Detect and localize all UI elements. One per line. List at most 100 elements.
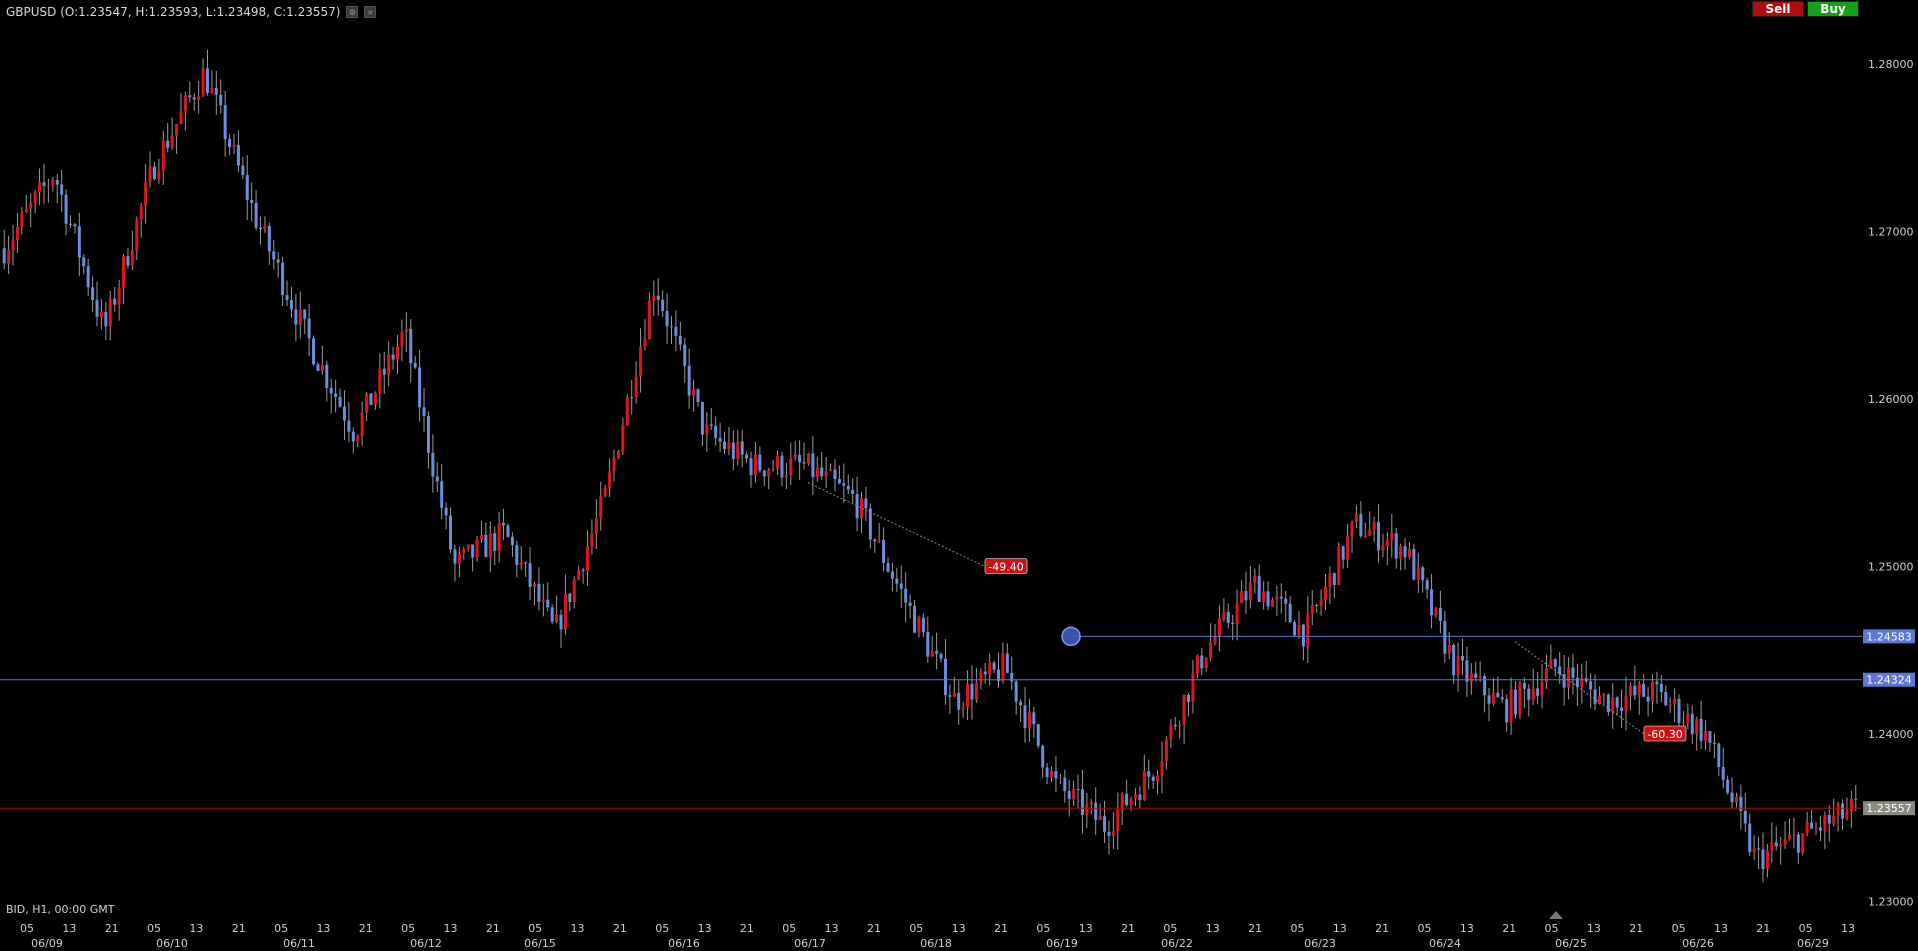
candle-body <box>1770 842 1774 851</box>
candle-body <box>1788 834 1792 840</box>
candle-body <box>921 617 925 632</box>
candle-body <box>798 454 802 463</box>
time-axis-date: 06/12 <box>410 937 442 950</box>
time-axis-date: 06/16 <box>668 937 700 950</box>
candle-body <box>1810 822 1814 829</box>
candle-body <box>1620 707 1624 712</box>
candle-body <box>515 545 519 565</box>
candle-body <box>1593 689 1597 704</box>
candle-body <box>1774 842 1778 847</box>
candle-body <box>263 225 267 230</box>
close-icon[interactable]: × <box>364 6 377 18</box>
candle-body <box>1527 688 1531 700</box>
candle-body <box>1399 546 1403 559</box>
candle-body <box>886 562 890 572</box>
candle-body <box>1332 573 1336 586</box>
candle-body <box>241 165 245 175</box>
candle-body <box>228 139 232 148</box>
sell-button[interactable]: Sell <box>1752 1 1804 17</box>
candle-body <box>1191 673 1195 702</box>
candle-body <box>1655 681 1659 685</box>
candle-body <box>1222 612 1226 619</box>
candle-body <box>1341 546 1345 560</box>
time-axis-hour: 21 <box>1756 922 1770 935</box>
candle-body <box>479 535 483 540</box>
candle-body <box>55 180 59 185</box>
candle-body <box>665 310 669 327</box>
time-axis-hour: 13 <box>1587 922 1601 935</box>
candle-body <box>365 393 369 413</box>
candle-body <box>661 299 665 311</box>
candle-body <box>1673 699 1677 705</box>
candle-body <box>130 250 134 266</box>
candle-body <box>1147 771 1151 777</box>
candle-body <box>307 318 311 339</box>
candle-body <box>347 420 351 432</box>
time-axis-hour: 21 <box>994 922 1008 935</box>
candle-body <box>175 123 179 136</box>
candle-body <box>1284 598 1288 604</box>
candle-body <box>1151 776 1155 781</box>
candle-body <box>466 544 470 549</box>
time-axis-hour: 05 <box>782 922 796 935</box>
candle-body <box>970 683 974 700</box>
candle-body <box>1107 831 1111 836</box>
candle-body <box>1390 533 1394 541</box>
time-axis-hour: 13 <box>1079 922 1093 935</box>
candle-body <box>780 455 784 478</box>
trend-measure-line[interactable] <box>807 482 986 567</box>
candle-body <box>77 226 81 258</box>
candle-body <box>457 553 461 564</box>
candle-body <box>1783 839 1787 845</box>
time-axis-date: 06/09 <box>31 937 63 950</box>
candle-body <box>320 364 324 371</box>
candle-body <box>1023 705 1027 729</box>
line-drag-handle[interactable] <box>1061 626 1081 647</box>
settings-icon[interactable]: ⚙ <box>346 6 359 18</box>
candle-body <box>1659 684 1663 692</box>
candle-body <box>210 88 214 93</box>
candle-body <box>1173 724 1177 727</box>
candle-body <box>630 397 634 399</box>
candle-body <box>444 507 448 516</box>
candle-body <box>1589 681 1593 690</box>
candle-body <box>1478 676 1482 678</box>
candle-body <box>1063 777 1067 791</box>
candle-body <box>139 205 143 220</box>
candle-body <box>387 354 391 375</box>
time-marker-icon[interactable] <box>1549 911 1563 919</box>
candle-body <box>1743 810 1747 824</box>
candle-body <box>1575 677 1579 688</box>
candle-body <box>91 287 95 300</box>
candle-body <box>983 671 987 675</box>
time-axis-hour: 05 <box>1545 922 1559 935</box>
candle-body <box>334 393 338 397</box>
candle-body <box>559 614 563 630</box>
buy-button[interactable]: Buy <box>1807 1 1859 17</box>
candle-body <box>60 184 64 195</box>
candle-body <box>537 583 541 602</box>
candle-body <box>873 539 877 542</box>
candle-body <box>1712 742 1716 744</box>
candle-body <box>700 402 704 435</box>
candle-body <box>1500 697 1504 700</box>
candle-body <box>1602 694 1606 696</box>
price-level-tag-label: 1.23557 <box>1866 802 1912 815</box>
candle-body <box>1407 548 1411 558</box>
trend-measure-line[interactable] <box>1514 641 1645 735</box>
candle-body <box>948 695 952 697</box>
candle-body <box>259 227 263 230</box>
time-axis-date: 06/22 <box>1161 937 1193 950</box>
candle-body <box>453 549 457 564</box>
candle-body <box>1368 529 1372 536</box>
time-axis-hour: 13 <box>1714 922 1728 935</box>
candle-body <box>1297 624 1301 636</box>
candle-body <box>475 539 479 558</box>
candle-body <box>1213 636 1217 643</box>
candle-body <box>687 365 691 396</box>
candle-body <box>64 194 68 224</box>
time-axis-hour: 13 <box>952 922 966 935</box>
candle-body <box>740 441 744 455</box>
candle-body <box>851 489 855 495</box>
